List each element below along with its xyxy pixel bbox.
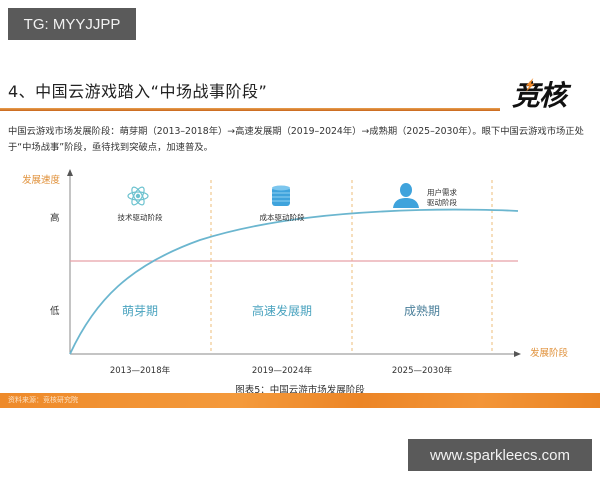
chart-caption: 图表5：中国云游市场发展阶段 [235,385,365,396]
phase-3-driver-line-2: 驱动阶段 [427,197,457,207]
intro-line-2: 于“中场战事”阶段，亟待找到突破点，加速普及。 [8,142,213,153]
intro-line-1: 中国云游戏市场发展阶段：萌芽期（2013–2018年）→高速发展期（2019–2… [8,126,584,137]
development-stage-chart: 发展速度 高 低 发展阶段 技术驱动阶段 成本驱动阶段 用户需求 驱动阶段 萌芽… [22,169,569,376]
phase-1-name: 萌芽期 [122,304,158,318]
phase-3-name: 成熟期 [404,303,440,318]
y-axis-arrow-icon [67,169,73,176]
source-note: 资料来源：竞核研究院 [8,396,78,404]
database-icon [272,185,290,206]
phase-2-driver: 成本驱动阶段 [260,212,305,222]
x-axis-arrow-icon [514,351,521,357]
x-tick-2: 2019—2024年 [252,365,313,376]
phase-3-driver-line-1: 用户需求 [427,187,457,197]
phase-2-name: 高速发展期 [252,303,312,318]
phase-1-driver: 技术驱动阶段 [118,212,163,222]
y-tick-high: 高 [50,212,60,224]
footer-band: 资料来源：竞核研究院 [0,393,600,408]
title-divider [0,108,500,111]
x-tick-3: 2025—2030年 [392,365,453,376]
section-title: 4、中国云游戏踏入“中场战事阶段” [8,82,268,101]
y-tick-low: 低 [50,305,60,317]
intro-paragraph: 中国云游戏市场发展阶段：萌芽期（2013–2018年）→高速发展期（2019–2… [8,124,598,156]
x-tick-1: 2013—2018年 [110,365,171,376]
user-icon [393,183,419,208]
watermark-top: TG: MYYJJPP [8,8,136,40]
brand-logo: 竞核 [512,79,567,112]
y-axis-label: 发展速度 [22,174,61,186]
x-axis-label: 发展阶段 [530,347,569,359]
growth-curve [69,208,519,355]
atom-icon [127,186,149,206]
watermark-bottom: www.sparkleecs.com [408,439,592,471]
